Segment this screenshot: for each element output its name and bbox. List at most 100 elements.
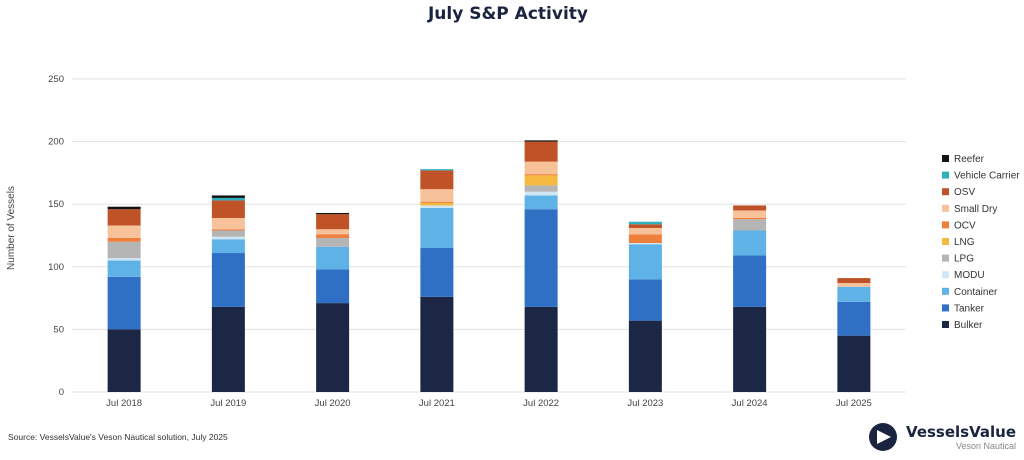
legend-label: MODU	[954, 270, 985, 281]
bar-segment-ocv	[733, 217, 767, 220]
bar-segment-bulker	[837, 335, 871, 392]
x-tick-label: Jul 2022	[523, 398, 559, 409]
y-tick-label: 0	[59, 387, 64, 398]
bar-segment-vehicle-carrier	[211, 197, 245, 201]
source-note: Source: VesselsValue's Veson Nautical so…	[8, 432, 228, 442]
bar-segment-ocv	[107, 238, 141, 242]
bar-segment-modu	[107, 258, 141, 261]
bar-segment-lpg	[211, 230, 245, 237]
legend-label: Vehicle Carrier	[954, 171, 1020, 182]
bar-segment-tanker	[733, 255, 767, 307]
bar-segment-container	[107, 260, 141, 277]
legend-label: Reefer	[954, 154, 985, 165]
x-tick-label: Jul 2024	[732, 398, 768, 409]
bar-segment-container	[733, 230, 767, 256]
bar-segment-osv	[316, 214, 350, 230]
legend-label: Small Dry	[954, 204, 997, 215]
x-tick-label: Jul 2020	[315, 398, 351, 409]
legend-label: Bulker	[954, 320, 983, 331]
legend-swatch	[942, 321, 949, 328]
bar-segment-container	[524, 195, 558, 210]
legend-swatch	[942, 155, 949, 162]
chart-title: July S&P Activity	[427, 4, 588, 24]
legend-swatch	[942, 304, 949, 312]
bar-segment-reefer	[211, 195, 245, 198]
bar-segment-ocv	[316, 234, 350, 239]
bar-segment-reefer	[524, 140, 558, 142]
y-tick-label: 100	[48, 262, 64, 273]
bar-segment-tanker	[107, 276, 141, 330]
bar-segment-lpg	[107, 241, 141, 259]
y-tick-label: 150	[48, 199, 64, 210]
x-tick-label: Jul 2019	[210, 398, 246, 409]
bar-segment-small-dry	[211, 217, 245, 230]
bar-segment-bulker	[524, 306, 558, 392]
legend-swatch	[942, 171, 949, 179]
bar-segment-container	[420, 207, 454, 249]
bar-segment-container	[837, 286, 871, 302]
bar-segment-tanker	[420, 248, 454, 297]
legend-label: LNG	[954, 237, 975, 248]
legend-label: OCV	[954, 220, 976, 231]
bar-segment-osv	[211, 200, 245, 218]
legend-label: LPG	[954, 254, 974, 265]
bar-segment-modu	[420, 205, 454, 208]
bar-segment-small-dry	[524, 161, 558, 175]
bar-segment-osv	[628, 224, 662, 228]
brand-logo: VesselsValue Veson Nautical	[868, 422, 1016, 452]
bar-segment-tanker	[211, 253, 245, 307]
legend-swatch	[942, 188, 949, 196]
bar-segment-tanker	[524, 209, 558, 307]
bar-segment-container	[211, 239, 245, 254]
bar-segment-lpg	[316, 238, 350, 247]
vesselsvalue-logo-icon	[869, 423, 898, 451]
bar-segment-tanker	[316, 269, 350, 304]
bar-segment-osv	[837, 278, 871, 284]
x-tick-label: Jul 2021	[419, 398, 455, 409]
bar-segment-ocv	[524, 174, 558, 176]
bar-segment-small-dry	[107, 225, 141, 239]
bar-segment-small-dry	[420, 189, 454, 202]
bar-segment-bulker	[316, 303, 350, 392]
legend-swatch	[942, 287, 949, 295]
legend-swatch	[942, 204, 949, 212]
legend-label: Container	[954, 287, 998, 298]
bar-segment-vehicle-carrier	[628, 221, 662, 225]
bar-segment-reefer	[107, 206, 141, 210]
legend-swatch	[942, 254, 949, 262]
bar-segment-lpg	[524, 185, 558, 192]
bar-segment-ocv	[628, 234, 662, 244]
bar-segment-vehicle-carrier	[420, 169, 454, 171]
bar-segment-bulker	[107, 329, 141, 392]
bar-segment-modu	[524, 191, 558, 196]
bar-segment-reefer	[316, 212, 350, 215]
bar-segment-bulker	[420, 296, 454, 392]
bar-segment-small-dry	[837, 283, 871, 287]
x-tick-label: Jul 2018	[106, 398, 142, 409]
bar-segment-modu	[211, 236, 245, 240]
bar-segment-osv	[733, 205, 767, 211]
bar-segment-tanker	[628, 279, 662, 321]
legend-label: OSV	[954, 187, 975, 198]
legend-swatch	[942, 221, 949, 229]
legend-swatch	[942, 271, 949, 279]
bar-segment-osv	[420, 170, 454, 190]
x-tick-label: Jul 2023	[627, 398, 663, 409]
y-tick-label: 50	[53, 324, 64, 335]
bar-segment-modu	[628, 243, 662, 245]
bar-segment-bulker	[733, 306, 767, 392]
bar-segment-small-dry	[316, 229, 350, 235]
bar-segment-bulker	[628, 320, 662, 392]
legend-label: Tanker	[954, 303, 985, 314]
bar-segment-small-dry	[628, 227, 662, 235]
bar-segment-lng	[524, 175, 558, 186]
bar-segment-tanker	[837, 301, 871, 336]
bar-segment-ocv	[211, 229, 245, 231]
brand-name: VesselsValue	[906, 422, 1016, 441]
bar-segment-osv	[524, 141, 558, 162]
bar-segment-ocv	[420, 201, 454, 203]
bar-segment-osv	[107, 209, 141, 226]
bar-segment-lpg	[733, 219, 767, 231]
bar-segment-lng	[420, 202, 454, 206]
